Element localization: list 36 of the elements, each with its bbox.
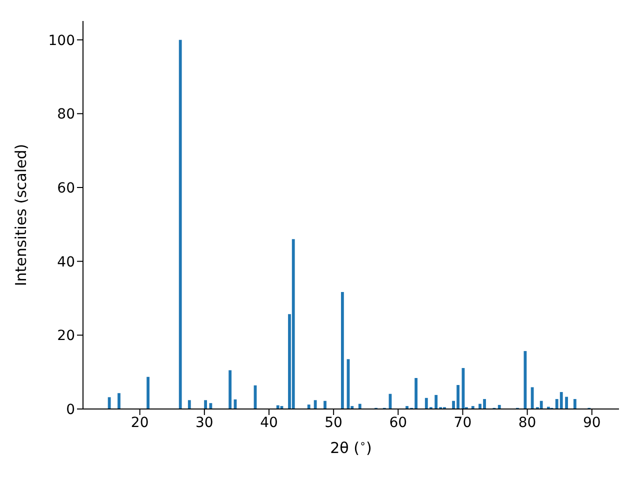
x-tick-label: 30 [195,414,214,431]
x-tick-label: 20 [130,414,149,431]
bar [358,404,362,409]
bar [108,397,111,409]
bar [178,40,182,409]
y-tick-label: 80 [57,106,75,123]
x-tick-label: 70 [454,414,472,431]
bar [560,392,563,409]
bar [292,239,295,409]
y-tick-label: 100 [48,32,75,49]
bar [530,387,534,409]
bar [565,396,568,409]
bar [204,400,207,409]
x-axis-title: 2θ ($^{∘}$) [330,438,372,457]
bar [340,292,344,409]
bar [118,393,120,409]
y-tick-label: 20 [57,328,75,344]
bar [188,400,191,409]
bar [228,370,232,409]
x-tick-label: 90 [582,414,601,431]
bar [146,376,150,409]
y-tick-label: 0 [66,402,75,418]
bar [540,400,543,409]
y-tick-label: 40 [57,254,75,270]
bar [573,399,576,409]
bar [307,404,310,409]
bar [314,400,317,409]
x-tick-label: 80 [518,414,536,431]
x-tick-label: 50 [324,414,342,431]
x-tick-label: 40 [260,414,278,431]
x-tick-label: 60 [389,414,408,431]
y-axis-title: Intensities (scaled) [12,144,30,286]
bar [434,394,438,409]
y-tick-label: 60 [57,180,75,196]
bar [324,400,326,409]
bar [524,351,527,409]
